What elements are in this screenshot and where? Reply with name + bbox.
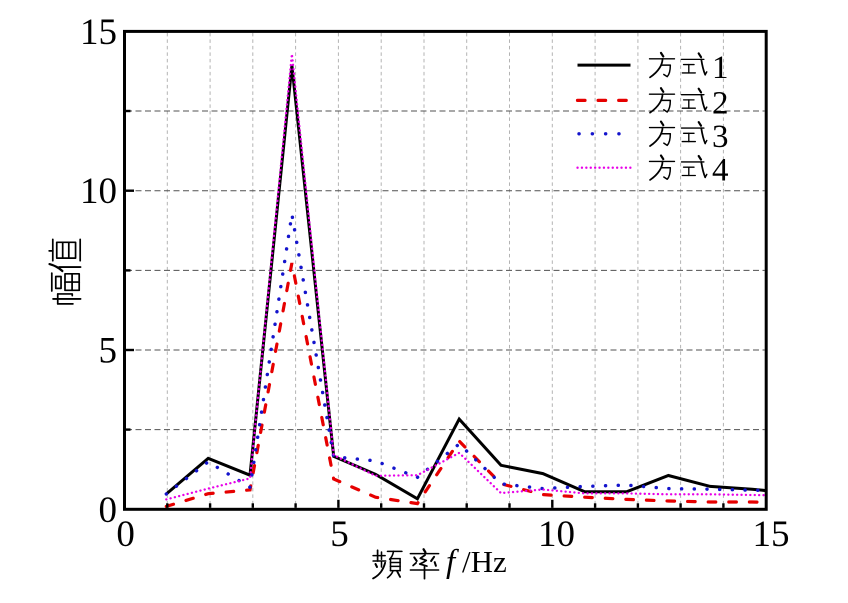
svg-text:3: 3 <box>712 119 729 155</box>
svg-text:5: 5 <box>99 331 118 372</box>
svg-text:15: 15 <box>753 514 790 555</box>
svg-text:4: 4 <box>712 153 729 189</box>
svg-text:10: 10 <box>538 514 575 555</box>
svg-text:1: 1 <box>712 50 729 86</box>
svg-text:0: 0 <box>116 514 135 555</box>
svg-text:f/Hz: f/Hz <box>446 544 507 580</box>
svg-text:2: 2 <box>712 85 729 121</box>
svg-text:10: 10 <box>80 171 117 212</box>
svg-text:0: 0 <box>99 490 118 531</box>
svg-text:15: 15 <box>80 12 117 53</box>
svg-text:5: 5 <box>330 514 349 555</box>
